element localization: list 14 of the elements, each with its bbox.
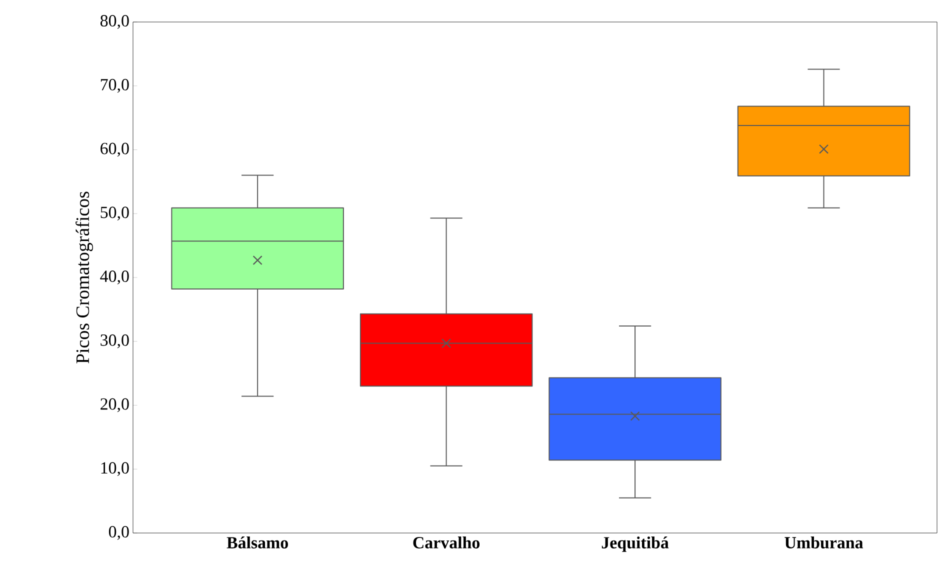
x-tick-label: Carvalho: [413, 536, 480, 548]
y-tick-label: 30,0: [100, 334, 129, 348]
x-tick-label: Jequitibá: [602, 536, 669, 552]
y-tick-label: 60,0: [100, 142, 129, 157]
y-tick-label: 70,0: [100, 78, 129, 93]
y-tick-label: 10,0: [101, 462, 129, 476]
x-tick-label: Bálsamo: [226, 536, 288, 548]
y-tick-label: 80,0: [100, 15, 129, 29]
y-tick-label: 40,0: [100, 270, 129, 284]
x-tick-label: Umburana: [784, 536, 864, 548]
y-tick-label: 0,0: [108, 526, 129, 540]
y-axis-title: Picos Cromatográficos: [76, 192, 93, 364]
y-tick-label: 50,0: [100, 206, 129, 221]
y-tick-label: 20,0: [100, 398, 129, 412]
